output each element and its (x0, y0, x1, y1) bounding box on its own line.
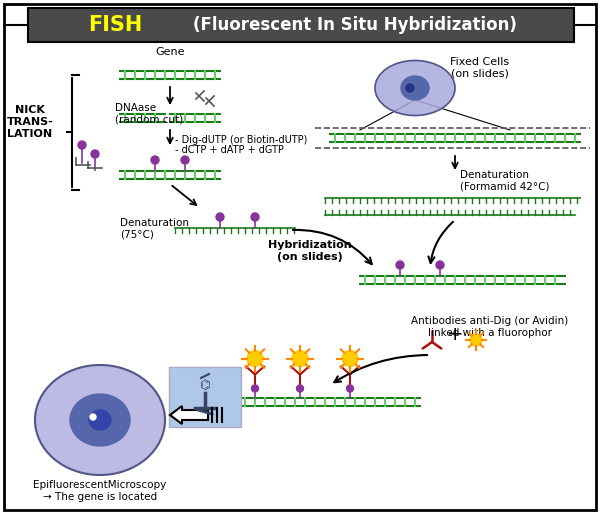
Text: - dCTP + dATP + dGTP: - dCTP + dATP + dGTP (175, 145, 284, 155)
Circle shape (91, 150, 99, 158)
Circle shape (470, 334, 482, 346)
Circle shape (251, 385, 259, 392)
Circle shape (396, 261, 404, 269)
Text: DNAase
(random cut): DNAase (random cut) (115, 103, 183, 124)
Circle shape (347, 385, 353, 392)
Circle shape (251, 213, 259, 221)
Ellipse shape (89, 410, 111, 430)
FancyArrow shape (170, 406, 208, 424)
Text: EpifluorescentMicroscopy
→ The gene is located: EpifluorescentMicroscopy → The gene is l… (34, 480, 167, 502)
Text: ⌬: ⌬ (200, 378, 211, 392)
Text: Fixed Cells
(on slides): Fixed Cells (on slides) (451, 57, 509, 79)
Circle shape (436, 261, 444, 269)
Circle shape (342, 351, 358, 366)
Circle shape (406, 84, 414, 92)
Text: FISH: FISH (88, 15, 142, 35)
Text: Hybridization
(on slides): Hybridization (on slides) (268, 240, 352, 262)
Circle shape (181, 156, 189, 164)
Ellipse shape (375, 61, 455, 116)
Circle shape (247, 351, 263, 366)
Circle shape (90, 414, 96, 420)
Circle shape (151, 156, 159, 164)
Text: TRANS-: TRANS- (7, 117, 53, 127)
Text: (Fluorescent In Situ Hybridization): (Fluorescent In Situ Hybridization) (193, 16, 517, 34)
Circle shape (296, 385, 304, 392)
Ellipse shape (70, 394, 130, 446)
Text: - Dig-dUTP (or Biotin-dUTP): - Dig-dUTP (or Biotin-dUTP) (175, 135, 307, 145)
Text: +: + (447, 325, 463, 344)
Text: Gene: Gene (155, 47, 185, 57)
Circle shape (216, 213, 224, 221)
Text: LATION: LATION (7, 129, 53, 139)
Circle shape (78, 141, 86, 149)
Ellipse shape (35, 365, 165, 475)
Circle shape (292, 351, 308, 366)
Text: NICK: NICK (15, 105, 45, 115)
FancyBboxPatch shape (169, 367, 241, 427)
Text: Denaturation
(Formamid 42°C): Denaturation (Formamid 42°C) (460, 170, 550, 192)
Bar (28, 8, 574, 42)
Text: Antibodies anti-Dig (or Avidin)
linked with a fluorophor: Antibodies anti-Dig (or Avidin) linked w… (412, 316, 569, 338)
Ellipse shape (401, 76, 429, 100)
Text: Denaturation
(75°C): Denaturation (75°C) (120, 218, 189, 240)
